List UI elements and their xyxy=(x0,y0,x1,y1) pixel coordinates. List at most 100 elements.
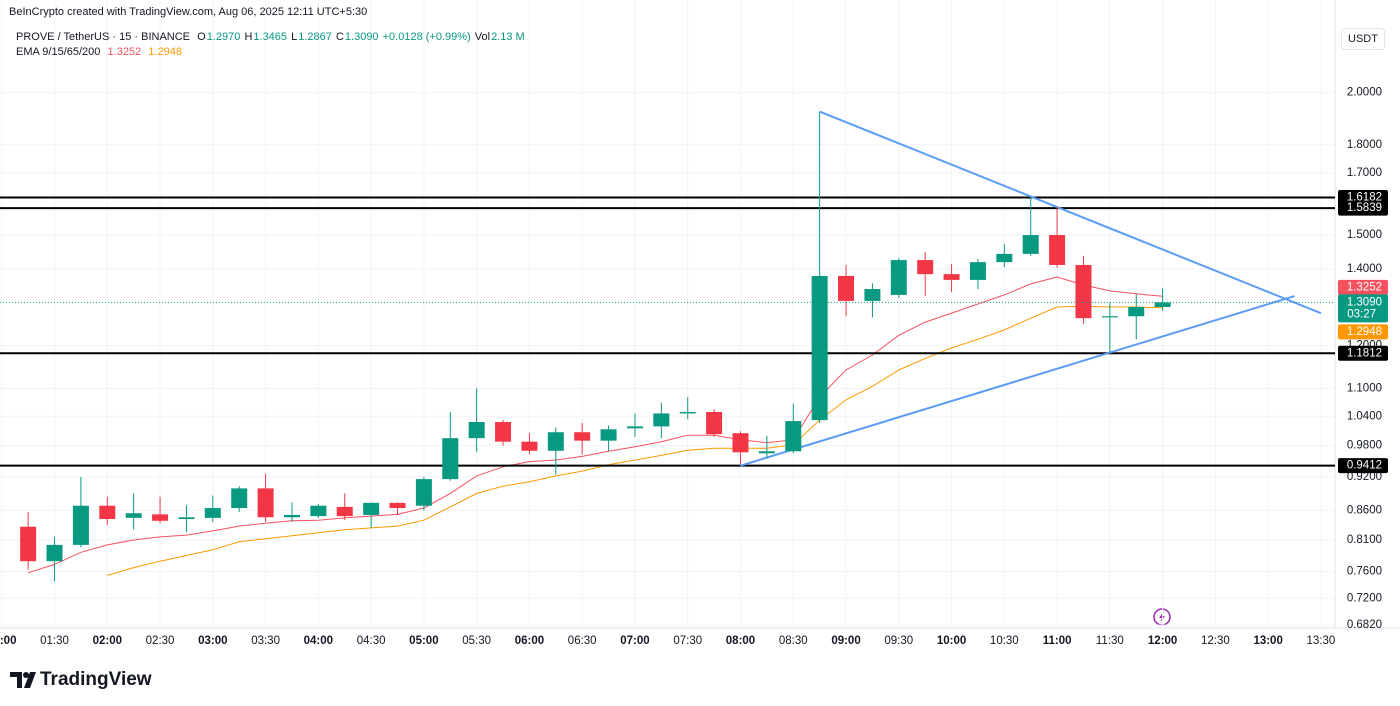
ema-label-box xyxy=(1338,279,1388,295)
legend: PROVE / TetherUS · 15 · BINANCE O1.2970 … xyxy=(16,31,526,43)
level-label-box xyxy=(1338,345,1388,361)
price-label: 1.3090 xyxy=(1347,296,1382,308)
x-tick-label: 13:30 xyxy=(1307,635,1336,647)
candle-body xyxy=(996,253,1013,263)
candle-body xyxy=(1101,316,1118,318)
x-tick-label: 10:30 xyxy=(990,635,1019,647)
x-tick-label: 08:30 xyxy=(779,635,808,647)
y-tick-label: 0.6820 xyxy=(1347,619,1382,631)
vol-value: 2.13 M xyxy=(491,31,525,43)
indicator-name: EMA 9/15/65/200 xyxy=(16,46,101,58)
candle-body xyxy=(46,544,63,562)
y-tick-label: 2.0000 xyxy=(1347,87,1382,99)
candle-body xyxy=(547,432,564,451)
ema-value: 1.2948 xyxy=(148,46,182,58)
y-tick-label: 1.5000 xyxy=(1347,229,1382,241)
x-tick-label: 10:00 xyxy=(937,635,966,647)
candle-body xyxy=(679,412,696,414)
candle-body xyxy=(1022,235,1039,254)
x-tick-label: 01:30 xyxy=(40,635,69,647)
candle-body xyxy=(283,514,300,518)
x-tick-label: 05:00 xyxy=(409,635,438,647)
c-value: 1.3090 xyxy=(344,31,379,43)
candle-body xyxy=(785,421,802,452)
header: BeInCrypto created with TradingView.com,… xyxy=(9,6,368,18)
c-label: C xyxy=(335,31,344,43)
y-tick-label: 1.0400 xyxy=(1347,410,1382,422)
level-label: 1.6182 xyxy=(1347,192,1382,204)
candle-body xyxy=(310,505,327,517)
x-tick-label: 11:30 xyxy=(1096,635,1124,647)
x-tick-label: 01:00 xyxy=(0,635,16,647)
x-tick-label: 11:00 xyxy=(1043,635,1072,647)
trendline xyxy=(740,295,1295,467)
x-tick-label: 08:00 xyxy=(726,635,755,647)
candle-body xyxy=(574,432,591,441)
o-value: 1.2970 xyxy=(206,31,241,43)
l-label: L xyxy=(291,31,298,43)
candle-body xyxy=(811,275,828,421)
x-tick-label: 12:00 xyxy=(1148,635,1177,647)
level-label: 0.9412 xyxy=(1347,460,1382,472)
x-tick-label: 06:30 xyxy=(568,635,597,647)
candle-body xyxy=(890,260,907,295)
indicator-legend: EMA 9/15/65/200 1.3252 1.2948 xyxy=(16,46,183,58)
candle-body xyxy=(521,441,538,451)
price-label-box xyxy=(1338,294,1388,323)
x-tick-label: 03:00 xyxy=(198,635,227,647)
x-tick-label: 13:00 xyxy=(1253,635,1282,647)
candle-body xyxy=(336,506,353,517)
y-tick-label: 1.1000 xyxy=(1347,383,1382,395)
logo-text: TradingView xyxy=(40,669,152,690)
currency-button[interactable]: USDT xyxy=(1341,28,1385,50)
y-tick-label: 1.7000 xyxy=(1347,167,1382,179)
x-tick-label: 04:00 xyxy=(304,635,333,647)
candle-body xyxy=(864,289,881,301)
candle-body xyxy=(758,451,775,454)
candle-body xyxy=(969,262,986,280)
candle-body xyxy=(495,422,512,442)
ema-label-box xyxy=(1338,324,1388,340)
event-icon xyxy=(1153,608,1171,626)
x-tick-label: 03:30 xyxy=(251,635,280,647)
level-label: 1.1812 xyxy=(1347,347,1382,359)
change: +0.0128 (+0.99%) xyxy=(382,31,471,43)
candle-body xyxy=(838,275,855,301)
level-label: 1.5839 xyxy=(1347,202,1382,214)
y-tick-label: 0.9800 xyxy=(1347,440,1382,452)
candle-body xyxy=(231,488,248,509)
level-label-box xyxy=(1338,200,1388,216)
x-tick-label: 02:00 xyxy=(93,635,122,647)
logo-icon xyxy=(10,672,36,688)
x-tick-label: 09:00 xyxy=(831,635,860,647)
candle-body xyxy=(732,433,749,453)
y-tick-label: 0.7200 xyxy=(1347,592,1382,604)
candle-body xyxy=(99,505,116,520)
countdown: 03:27 xyxy=(1347,308,1376,320)
candle-body xyxy=(178,517,195,520)
candle-body xyxy=(626,426,643,429)
y-tick-label: 1.4000 xyxy=(1347,263,1382,275)
x-tick-label: 07:00 xyxy=(620,635,649,647)
h-label: H xyxy=(244,31,253,43)
x-tick-label: 04:30 xyxy=(357,635,386,647)
candle-body xyxy=(20,526,37,562)
y-tick-label: 0.8100 xyxy=(1347,534,1382,546)
x-tick-label: 07:30 xyxy=(673,635,702,647)
candle-body xyxy=(1128,306,1145,317)
x-tick-label: 09:30 xyxy=(884,635,913,647)
ema-label: 1.2948 xyxy=(1347,326,1382,338)
symbol: PROVE / TetherUS · 15 · BINANCE xyxy=(16,31,191,43)
candle-body xyxy=(653,413,670,427)
y-tick-label: 1.8000 xyxy=(1347,139,1382,151)
candle-body xyxy=(943,274,960,280)
candle-body xyxy=(1049,235,1066,265)
ema-line xyxy=(27,276,1163,574)
h-value: 1.3465 xyxy=(253,31,288,43)
candle-body xyxy=(917,260,934,275)
candle-body xyxy=(415,479,432,506)
l-value: 1.2867 xyxy=(298,31,332,43)
candle-body xyxy=(125,513,142,518)
